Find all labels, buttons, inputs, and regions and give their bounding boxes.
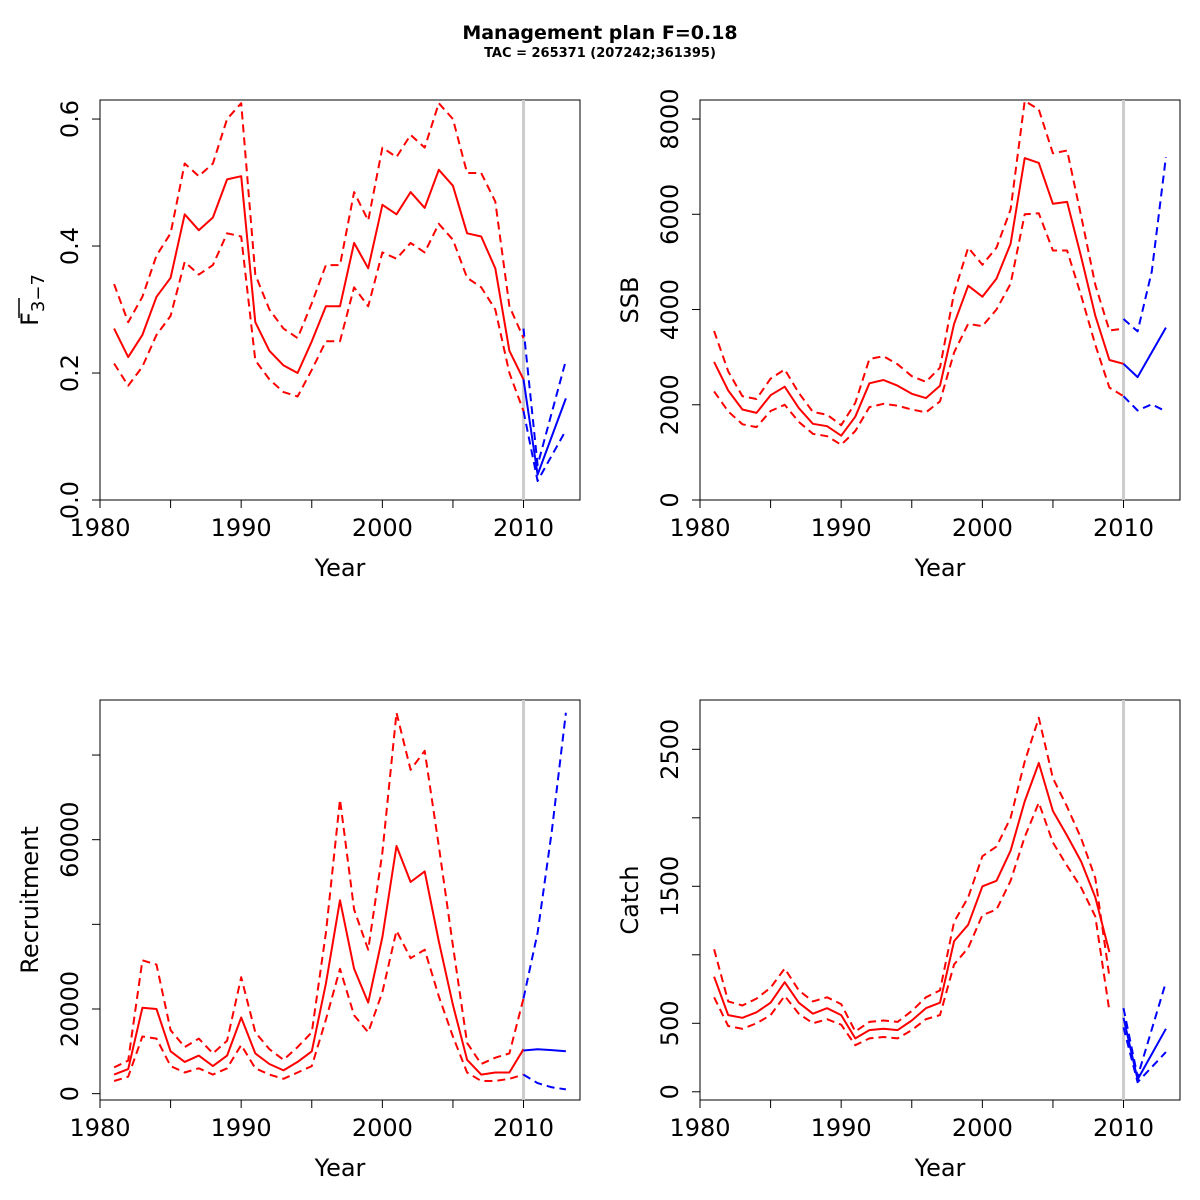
x-tick-label: 2000 [352, 514, 413, 542]
x-tick-label: 2010 [1093, 1114, 1154, 1142]
forecast-ci-line [522, 410, 567, 482]
title-block: Management plan F=0.18 TAC = 265371 (207… [0, 20, 1200, 62]
x-tick-label: 1980 [669, 1114, 730, 1142]
historic-mean-line [113, 168, 525, 380]
f-panel: 1980 1990 2000 2010 Year 0.0 0.2 0.4 0.6 F3−7 [16, 99, 581, 582]
plot-frame [99, 99, 581, 501]
historic-ci-line [113, 102, 525, 340]
plot-frame [99, 699, 581, 1101]
forecast-mean-line [523, 1048, 566, 1053]
forecast-mean-line [1122, 1017, 1167, 1081]
y-tick-label: 2000 [656, 374, 684, 435]
x-tick-label: 1990 [211, 514, 272, 542]
forecast-ci-line [522, 328, 567, 467]
x-axis-label: Year [914, 1154, 966, 1182]
historic-ci-line [713, 716, 1111, 1033]
forecast-ci-line [1122, 156, 1167, 333]
historic-ci-line [113, 929, 524, 1082]
x-tick-label: 2010 [493, 514, 554, 542]
x-axis-label: Year [914, 554, 966, 582]
x-axis-label: Year [314, 1154, 366, 1182]
y-tick-label: 0.4 [56, 227, 84, 265]
forecast-ci-line [1122, 981, 1167, 1078]
x-tick-label: 2000 [952, 514, 1013, 542]
historic-mean-line [713, 762, 1111, 1040]
y-tick-label: 0.2 [56, 354, 84, 392]
x-tick-label: 1990 [811, 514, 872, 542]
x-tick-label: 1980 [669, 514, 730, 542]
y-tick-label: 20000 [56, 971, 84, 1047]
forecast-ci-line [522, 712, 567, 999]
historic-ci-line [713, 212, 1125, 446]
forecast-mean-line [522, 379, 567, 476]
historic-ci-line [113, 222, 525, 412]
forecast-ci-line [1122, 395, 1167, 413]
forecast-mean-line [1122, 327, 1167, 379]
y-tick-label: 1500 [656, 856, 684, 917]
ssb-panel: 1980 1990 2000 2010 Year 0 2000 4000 6000 8000 SSB [616, 89, 1181, 582]
x-tick-label: 2010 [1093, 514, 1154, 542]
main-title: Management plan F=0.18 [462, 22, 738, 44]
plot-frame [699, 699, 1181, 1101]
y-tick-label: 2500 [656, 719, 684, 780]
x-tick-label: 1980 [69, 514, 130, 542]
y-axis-label: Recruitment [16, 826, 44, 973]
y-tick-label: 6000 [656, 184, 684, 245]
y-tick-label: 4000 [656, 279, 684, 340]
historic-ci-line [713, 801, 1111, 1047]
y-tick-label: 60000 [56, 802, 84, 878]
catch-panel: 1980 1990 2000 2010 Year 0 500 1500 2500 Catch [616, 699, 1181, 1182]
y-tick-label: 0.6 [56, 100, 84, 138]
x-tick-label: 2010 [493, 1114, 554, 1142]
y-tick-label: 8000 [656, 89, 684, 150]
historic-mean-line [113, 845, 525, 1076]
subtitle: TAC = 265371 (207242;361395) [484, 46, 716, 61]
y-tick-label: 0 [656, 1084, 684, 1099]
forecast-ci-line [522, 1073, 567, 1091]
x-tick-label: 2000 [352, 1114, 413, 1142]
y-tick-label: 0.0 [56, 481, 84, 519]
x-axis-label: Year [314, 554, 366, 582]
y-tick-label: 0 [656, 492, 684, 507]
y-axis-label: F3−7 [16, 274, 49, 326]
x-tick-label: 1980 [69, 1114, 130, 1142]
recruitment-panel: 1980 1990 2000 2010 Year 0 20000 60000 Recruitme… [16, 699, 581, 1182]
x-tick-label: 2000 [952, 1114, 1013, 1142]
y-tick-label: 500 [656, 1000, 684, 1046]
y-tick-label: 0 [56, 1086, 84, 1101]
x-tick-label: 1990 [211, 1114, 272, 1142]
historic-ci-line [713, 100, 1124, 427]
y-axis-label: SSB [616, 277, 644, 324]
forecast-ci-line [1122, 1027, 1167, 1084]
historic-mean-line [713, 157, 1124, 437]
x-tick-label: 1990 [811, 1114, 872, 1142]
plot-frame [699, 99, 1181, 501]
y-axis-label: Catch [616, 865, 644, 934]
